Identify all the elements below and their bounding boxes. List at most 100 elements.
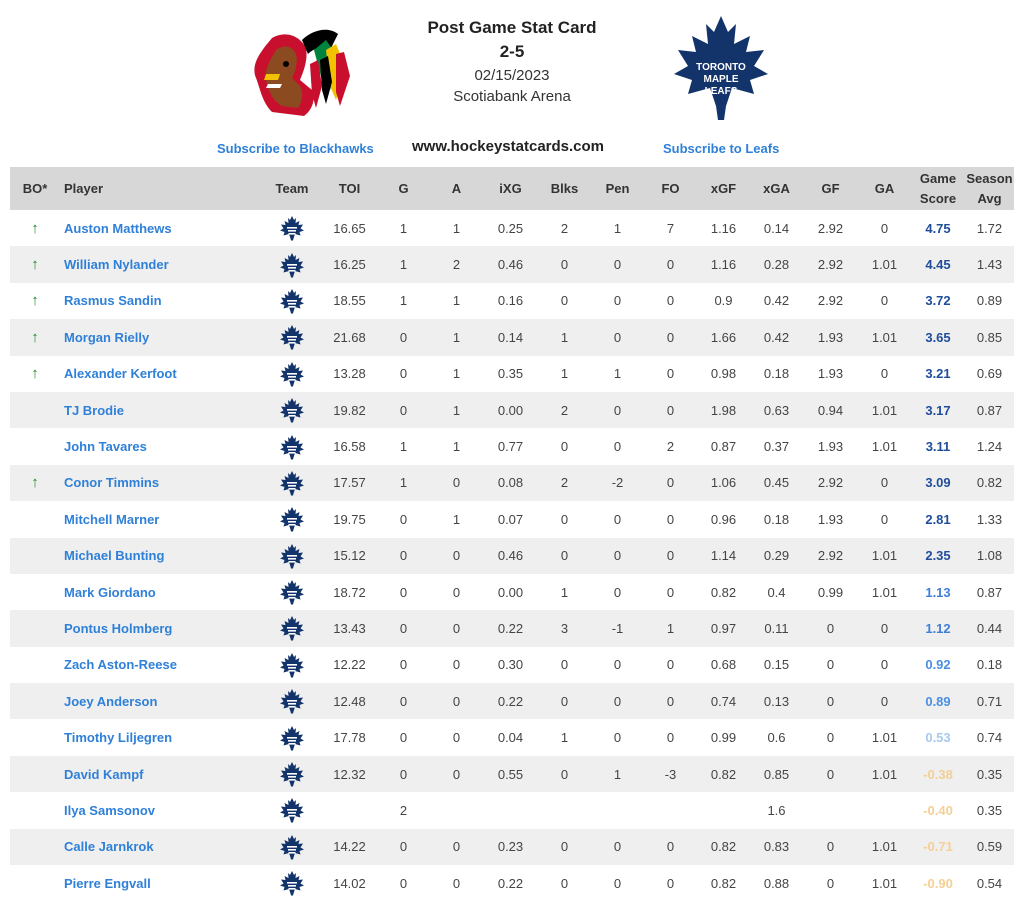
player-name-link[interactable]: Pierre Engvall — [64, 875, 151, 891]
cell-pen: 0 — [591, 246, 644, 283]
cell-game-score: 4.45 — [911, 246, 965, 283]
col-header-toi[interactable]: TOI — [322, 167, 377, 210]
cell-ga: 0 — [858, 683, 911, 720]
cell-season-avg: 0.85 — [965, 319, 1014, 356]
cell-ga: 1.01 — [858, 828, 911, 866]
col-header-a[interactable]: A — [430, 167, 483, 210]
player-name-link[interactable]: Zach Aston-Reese — [64, 657, 177, 673]
team-leafs-icon — [262, 865, 322, 901]
player-name-link[interactable]: Timothy Liljegren — [64, 730, 173, 746]
cell-a: 0 — [430, 755, 483, 793]
cell-ga: 1.01 — [858, 755, 911, 793]
cell-xgf: 0.82 — [710, 584, 737, 600]
cell-fo: 1 — [644, 610, 697, 647]
cell-g: 1 — [399, 293, 408, 309]
bo-indicator-icon: ↑ — [10, 464, 60, 502]
player-name-link[interactable]: David Kampf — [60, 755, 262, 793]
cell-a: 0 — [452, 584, 461, 600]
cell-gf: 1.93 — [817, 511, 844, 527]
table-row: ↑ Rasmus Sandin 18.55 1 1 0.16 0 0 0 0.9 0.42 2.92 0… — [10, 283, 1014, 319]
cell-blks: 1 — [560, 366, 569, 382]
cell-blks: 2 — [538, 391, 591, 429]
col-header-xga[interactable]: xGA — [750, 167, 803, 210]
col-header-xgf[interactable]: xGF — [697, 167, 750, 210]
player-name-link[interactable]: TJ Brodie — [60, 391, 262, 429]
cell-xgf: 1.14 — [697, 537, 750, 574]
col-header-fo[interactable]: FO — [644, 167, 697, 210]
cell-game-score: 2.81 — [925, 511, 951, 527]
player-name-link[interactable]: Joey Anderson — [60, 683, 262, 720]
cell-xga: 0.4 — [767, 584, 786, 600]
player-name-link[interactable]: Rasmus Sandin — [64, 293, 162, 309]
player-name-link[interactable]: Pontus Holmberg — [60, 610, 262, 647]
cell-fo: 7 — [666, 220, 675, 236]
col-header-season-avg[interactable]: Season Avg — [965, 167, 1014, 210]
cell-fo: -3 — [644, 755, 697, 793]
cell-blks: 1 — [560, 584, 569, 600]
cell-ga: 1.01 — [871, 875, 898, 891]
cell-g: 0 — [399, 730, 408, 746]
cell-g: 0 — [399, 366, 408, 382]
player-name-link[interactable]: William Nylander — [60, 246, 262, 283]
subscribe-blackhawks-link[interactable]: Subscribe to Blackhawks — [217, 141, 374, 156]
cell-xgf: 0.82 — [710, 875, 737, 891]
cell-xga: 0.83 — [750, 828, 803, 866]
cell-ixg — [483, 792, 538, 828]
leafs-logo-text-3: LEAFS — [705, 86, 738, 97]
col-header-pen[interactable]: Pen — [591, 167, 644, 210]
cell-gf: 0 — [826, 730, 835, 746]
cell-xga: 0.28 — [750, 246, 803, 283]
cell-a: 1 — [452, 439, 461, 455]
cell-pen: 0 — [591, 537, 644, 574]
cell-season-avg: 0.69 — [976, 366, 1003, 382]
cell-gf: 0 — [803, 755, 858, 793]
cell-ixg: 0.07 — [497, 511, 524, 527]
cell-toi: 17.78 — [333, 730, 366, 746]
cell-game-score: 0.92 — [925, 657, 951, 673]
team-leafs-icon — [262, 828, 322, 866]
cell-ixg: 0.23 — [483, 828, 538, 866]
table-row: Mitchell Marner 19.75 0 1 0.07 0 0 0 0.96 0.18 1.9… — [10, 501, 1014, 537]
cell-xga: 0.63 — [750, 391, 803, 429]
player-name-link[interactable]: Calle Jarnkrok — [60, 828, 262, 866]
cell-pen: 1 — [591, 755, 644, 793]
cell-g: 0 — [399, 584, 408, 600]
player-name-link[interactable]: Auston Matthews — [64, 220, 172, 236]
col-header-ixg[interactable]: iXG — [483, 167, 538, 210]
cell-xgf: 0.97 — [697, 610, 750, 647]
site-url[interactable]: www.hockeystatcards.com — [412, 138, 605, 155]
cell-pen: 0 — [613, 875, 622, 891]
subscribe-leafs-link[interactable]: Subscribe to Leafs — [663, 141, 780, 156]
team-leafs-icon — [262, 356, 322, 392]
player-name-link[interactable]: Ilya Samsonov — [64, 802, 156, 818]
cell-a: 0 — [430, 828, 483, 866]
col-header-team[interactable]: Team — [262, 167, 322, 210]
cell-toi: 19.75 — [333, 511, 366, 527]
player-name-link[interactable]: John Tavares — [64, 439, 147, 455]
player-name-link[interactable]: Conor Timmins — [60, 464, 262, 502]
player-name-link[interactable]: Mark Giordano — [64, 584, 156, 600]
col-header-gf[interactable]: GF — [803, 167, 858, 210]
cell-gf: 0 — [826, 657, 835, 673]
cell-ixg: 0.22 — [483, 610, 538, 647]
cell-season-avg: 1.43 — [965, 246, 1014, 283]
cell-gf: 2.92 — [803, 246, 858, 283]
cell-ixg: 0.14 — [483, 319, 538, 356]
col-header-ga[interactable]: GA — [858, 167, 911, 210]
col-header-bo[interactable]: BO* — [10, 167, 60, 210]
col-header-blks[interactable]: Blks — [538, 167, 591, 210]
cell-ga: 1.01 — [858, 319, 911, 356]
bo-indicator-icon: ↑ — [10, 246, 60, 283]
cell-gf: 1.93 — [817, 366, 844, 382]
player-name-link[interactable]: Morgan Rielly — [60, 319, 262, 356]
player-name-link[interactable]: Michael Bunting — [60, 537, 262, 574]
player-name-link[interactable]: Mitchell Marner — [64, 511, 160, 527]
player-name-link[interactable]: Alexander Kerfoot — [64, 366, 177, 382]
cell-ga: 0 — [880, 220, 889, 236]
col-header-g[interactable]: G — [377, 167, 430, 210]
col-header-player[interactable]: Player — [60, 167, 262, 210]
col-header-game-score[interactable]: Game Score — [911, 167, 965, 210]
cell-g: 0 — [377, 319, 430, 356]
cell-a: 0 — [452, 875, 461, 891]
cell-fo: 0 — [666, 730, 675, 746]
